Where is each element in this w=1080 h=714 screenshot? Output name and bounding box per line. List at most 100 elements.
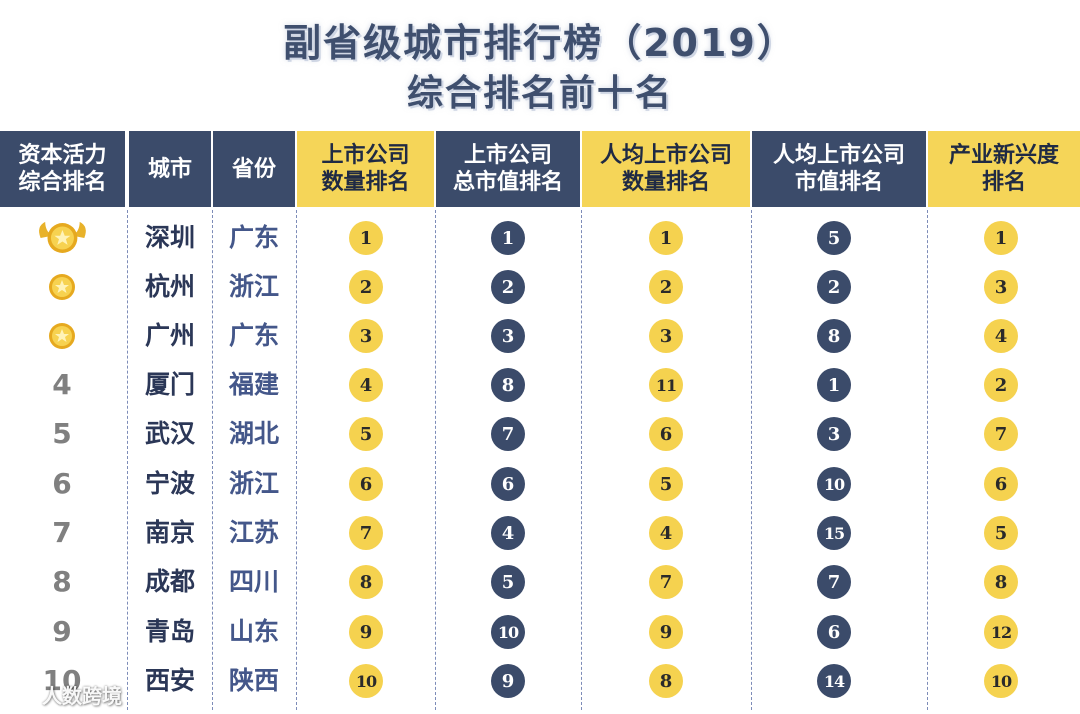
province-name: 广东 [228, 223, 279, 252]
rank-badge-market-cap: 3 [491, 319, 525, 353]
province-name: 陕西 [228, 666, 279, 695]
rank-badge-per-capita-cap: 6 [817, 615, 851, 649]
column-divider [212, 210, 213, 710]
city-name: 西安 [144, 666, 195, 695]
city-name: 南京 [144, 518, 195, 547]
rank-badge-per-capita-count: 8 [649, 664, 683, 698]
rank-badge-listed-count: 9 [349, 615, 383, 649]
column-divider [435, 210, 436, 710]
rank-badge-per-capita-cap: 8 [817, 319, 851, 353]
rank-badge-emerging: 1 [984, 221, 1018, 255]
page-title: 副省级城市排行榜（2019） [283, 21, 797, 65]
rank-badge-per-capita-count: 4 [649, 516, 683, 550]
column-header: 上市公司 数量排名 [297, 131, 434, 207]
rank-badge-per-capita-cap: 7 [817, 565, 851, 599]
rank-badge-per-capita-count: 2 [649, 270, 683, 304]
rank-badge-listed-count: 1 [349, 221, 383, 255]
gold-medal-icon [39, 316, 85, 356]
gold-medal-icon [36, 215, 86, 255]
watermark-text: 人数跨境 [42, 683, 122, 708]
rank-badge-per-capita-count: 5 [649, 467, 683, 501]
overall-rank: 8 [52, 565, 72, 598]
rank-badge-listed-count: 8 [349, 565, 383, 599]
rank-badge-emerging: 7 [984, 417, 1018, 451]
column-divider [581, 210, 582, 710]
rank-badge-emerging: 4 [984, 319, 1018, 353]
gold-medal-icon [39, 267, 85, 307]
rank-badge-per-capita-count: 1 [649, 221, 683, 255]
rank-badge-per-capita-count: 7 [649, 565, 683, 599]
column-divider [296, 210, 297, 710]
column-header: 资本活力 综合排名 [0, 131, 125, 207]
city-name: 深圳 [144, 223, 195, 252]
rank-badge-emerging: 8 [984, 565, 1018, 599]
rank-badge-emerging: 10 [984, 664, 1018, 698]
rank-badge-per-capita-cap: 2 [817, 270, 851, 304]
rank-badge-market-cap: 6 [491, 467, 525, 501]
rank-badge-market-cap: 1 [491, 221, 525, 255]
rank-badge-listed-count: 10 [349, 664, 383, 698]
province-name: 江苏 [228, 518, 279, 547]
city-name: 青岛 [144, 617, 195, 646]
city-name: 宁波 [144, 469, 195, 498]
overall-rank: 7 [52, 516, 72, 549]
city-name: 厦门 [144, 370, 195, 399]
rank-badge-listed-count: 5 [349, 417, 383, 451]
city-name: 成都 [144, 567, 195, 596]
rank-badge-per-capita-count: 6 [649, 417, 683, 451]
province-name: 广东 [228, 321, 279, 350]
column-header: 城市 [129, 131, 211, 207]
rank-badge-per-capita-cap: 1 [817, 368, 851, 402]
rank-badge-per-capita-cap: 14 [817, 664, 851, 698]
column-divider [927, 210, 928, 710]
overall-rank: 5 [52, 417, 72, 450]
rank-badge-market-cap: 4 [491, 516, 525, 550]
rank-badge-per-capita-count: 9 [649, 615, 683, 649]
watermark: 人数跨境 [8, 680, 122, 708]
overall-rank: 9 [52, 615, 72, 648]
rank-badge-emerging: 6 [984, 467, 1018, 501]
province-name: 浙江 [228, 272, 279, 301]
rank-badge-emerging: 2 [984, 368, 1018, 402]
column-header: 产业新兴度 排名 [928, 131, 1080, 207]
rank-badge-per-capita-cap: 15 [817, 516, 851, 550]
rank-badge-listed-count: 6 [349, 467, 383, 501]
rank-badge-per-capita-cap: 5 [817, 221, 851, 255]
column-divider [751, 210, 752, 710]
city-name: 广州 [144, 321, 195, 350]
column-header: 人均上市公司 市值排名 [752, 131, 926, 207]
rank-badge-listed-count: 2 [349, 270, 383, 304]
rank-badge-per-capita-count: 11 [649, 368, 683, 402]
rank-badge-market-cap: 5 [491, 565, 525, 599]
rank-badge-market-cap: 10 [491, 615, 525, 649]
city-name: 武汉 [144, 419, 195, 448]
rank-badge-emerging: 12 [984, 615, 1018, 649]
rank-badge-market-cap: 9 [491, 664, 525, 698]
weibo-logo-icon [9, 685, 35, 705]
overall-rank: 6 [52, 467, 72, 500]
rank-badge-market-cap: 8 [491, 368, 525, 402]
rank-badge-listed-count: 3 [349, 319, 383, 353]
overall-rank: 10 [42, 664, 82, 697]
city-name: 杭州 [144, 272, 195, 301]
column-divider [127, 210, 128, 710]
rank-badge-market-cap: 7 [491, 417, 525, 451]
province-name: 山东 [228, 617, 279, 646]
overall-rank: 4 [52, 368, 72, 401]
rank-badge-per-capita-cap: 3 [817, 417, 851, 451]
column-header: 上市公司 总市值排名 [436, 131, 580, 207]
province-name: 福建 [228, 370, 279, 399]
rank-badge-emerging: 5 [984, 516, 1018, 550]
province-name: 湖北 [228, 419, 279, 448]
rank-badge-listed-count: 4 [349, 368, 383, 402]
rank-badge-per-capita-cap: 10 [817, 467, 851, 501]
rank-badge-emerging: 3 [984, 270, 1018, 304]
column-header: 省份 [213, 131, 295, 207]
province-name: 四川 [228, 567, 279, 596]
rank-badge-per-capita-count: 3 [649, 319, 683, 353]
province-name: 浙江 [228, 469, 279, 498]
column-header: 人均上市公司 数量排名 [582, 131, 750, 207]
page-subtitle: 综合排名前十名 [406, 73, 673, 114]
rank-badge-market-cap: 2 [491, 270, 525, 304]
rank-badge-listed-count: 7 [349, 516, 383, 550]
